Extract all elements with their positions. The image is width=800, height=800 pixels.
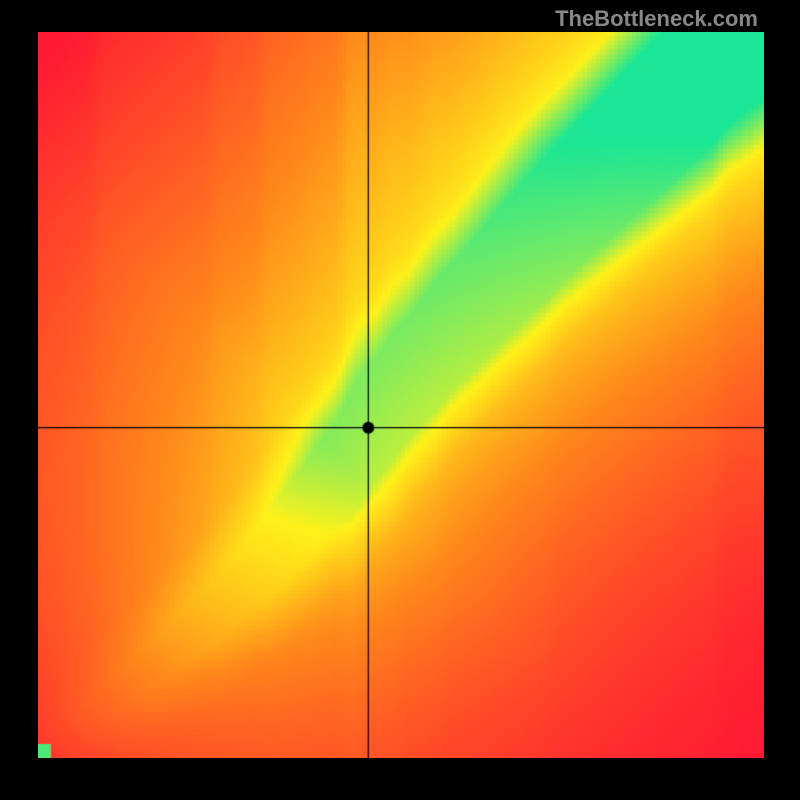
watermark-text: TheBottleneck.com xyxy=(555,6,758,32)
chart-container: TheBottleneck.com xyxy=(0,0,800,800)
bottleneck-heatmap xyxy=(38,32,764,758)
